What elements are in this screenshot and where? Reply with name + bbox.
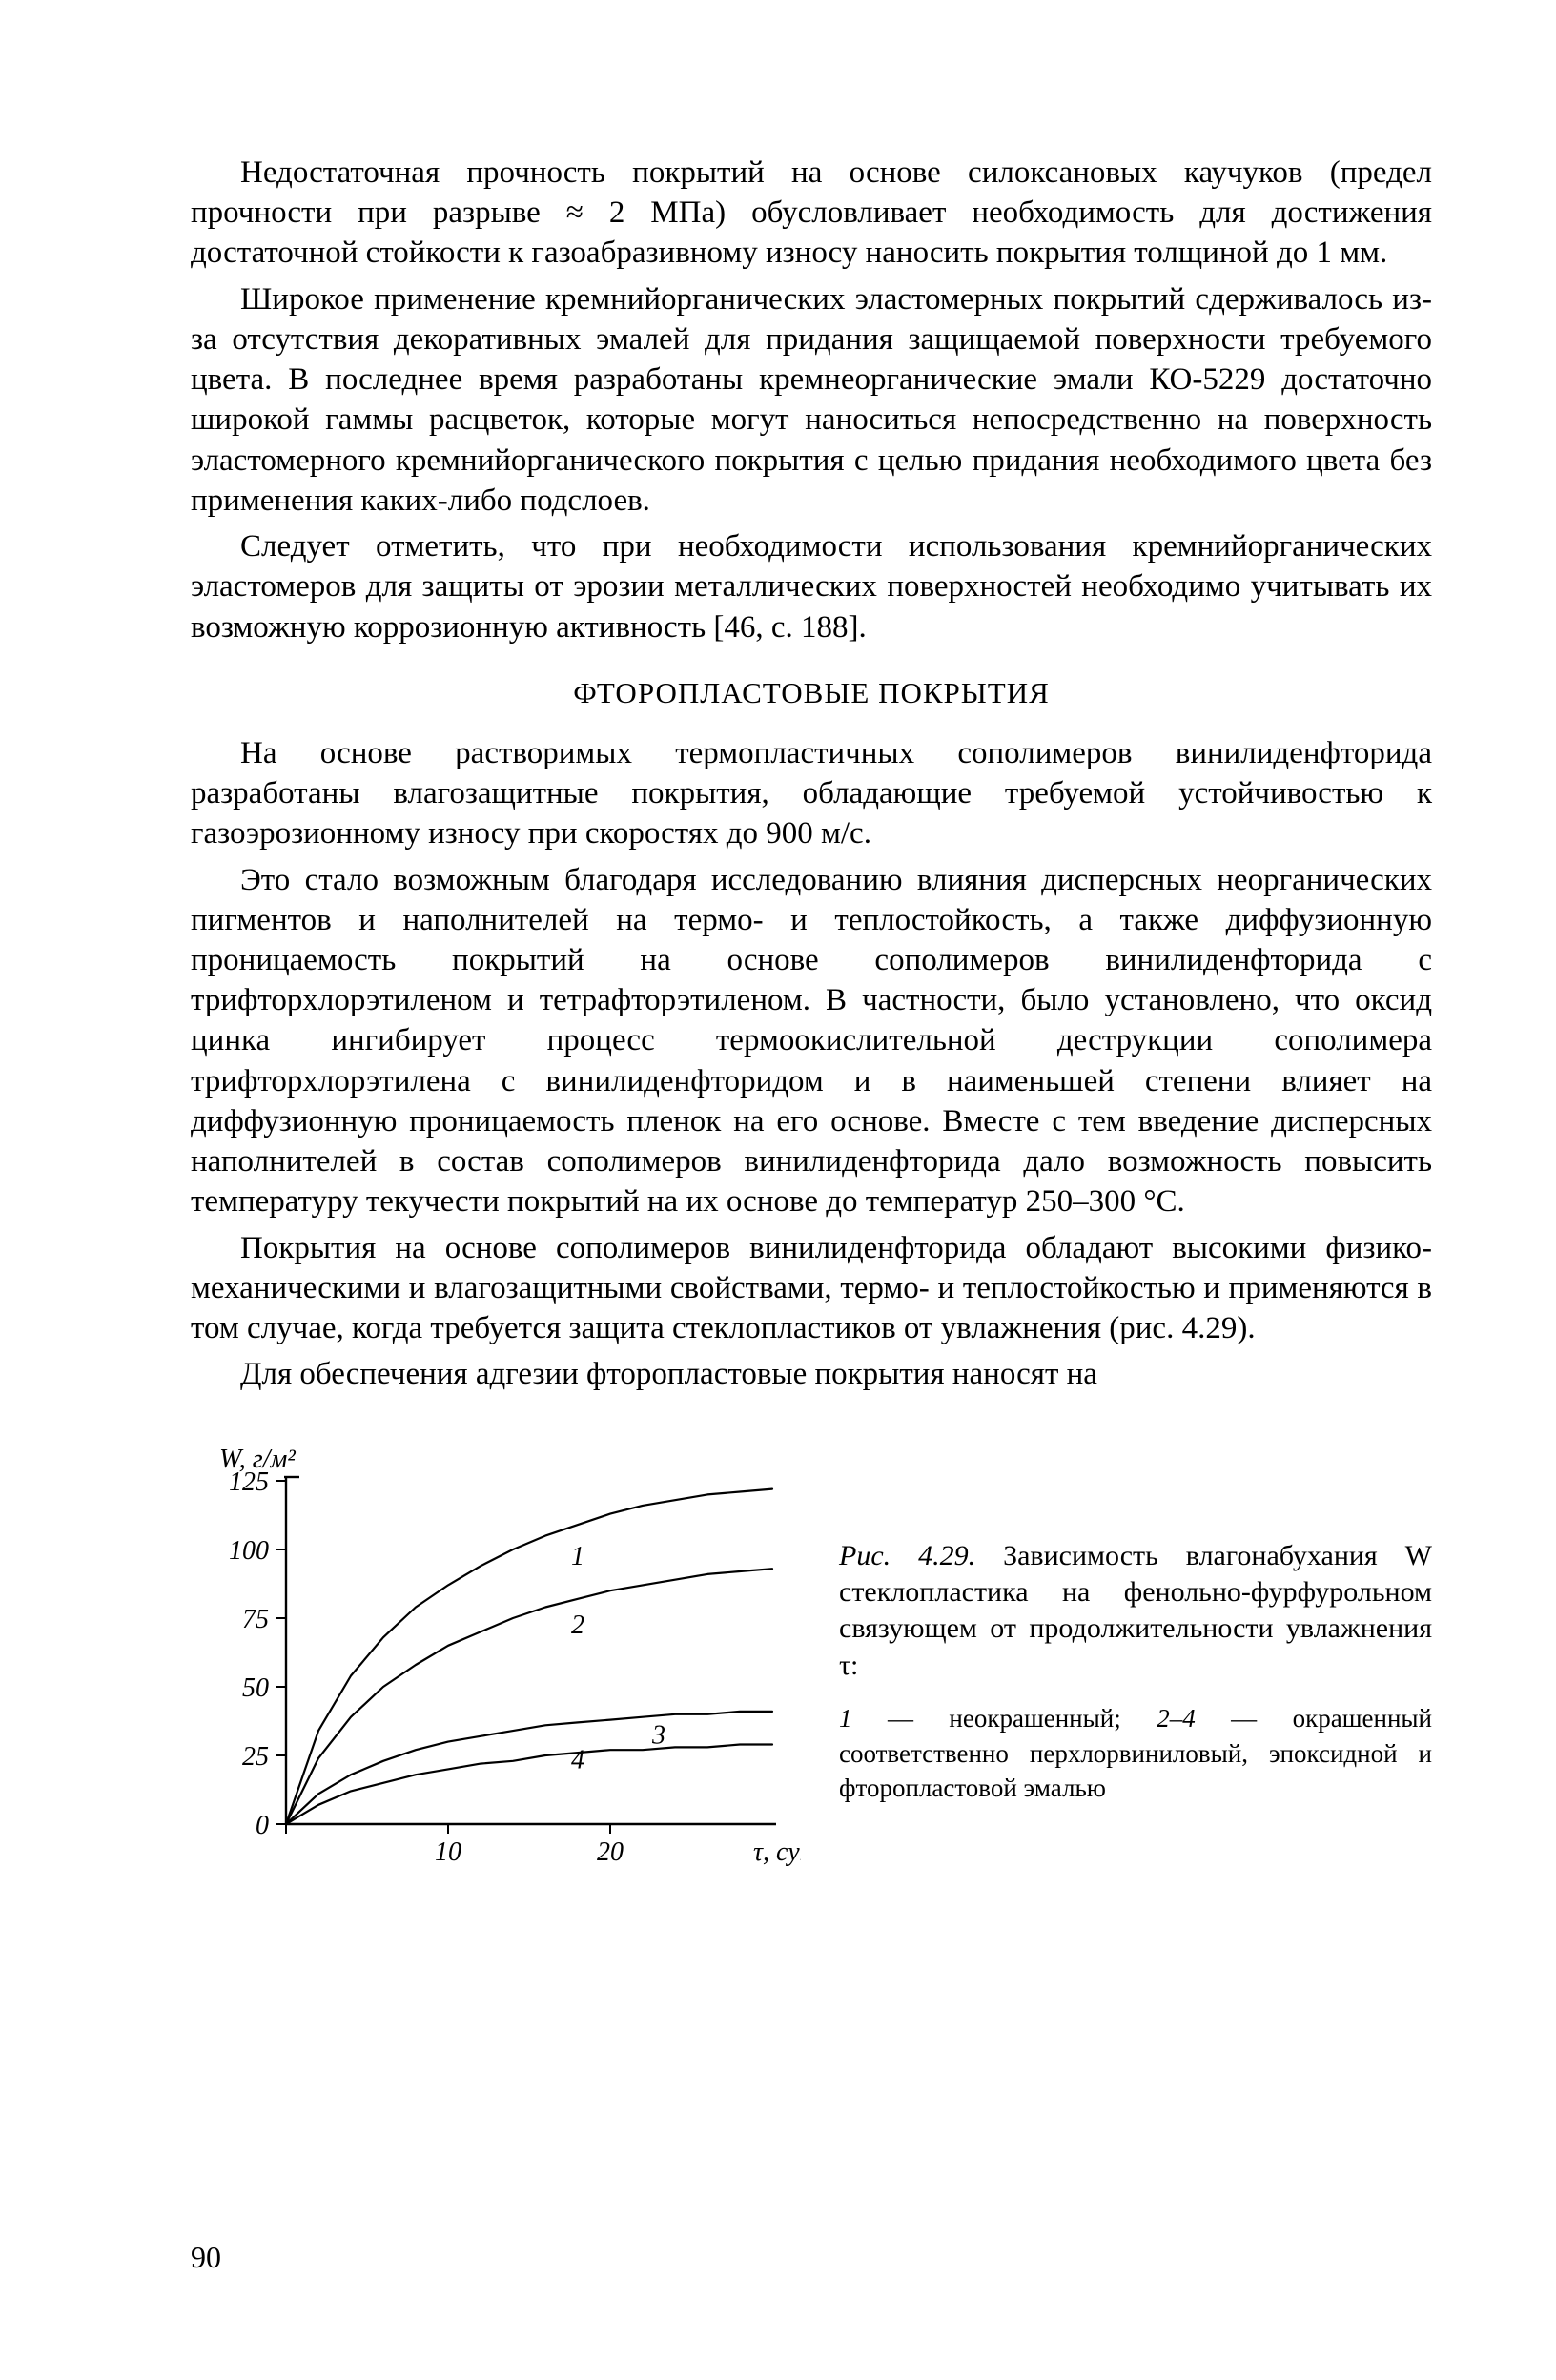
svg-text:2: 2 [571,1611,584,1640]
paragraph-1-text: Недостаточная прочность покрытий на осно… [191,155,1432,270]
paragraph-4-text: На основе растворимых термопластичных со… [191,736,1432,851]
page-number: 90 [191,2240,221,2275]
paragraph-7-text: Для обеспечения адгезии фторопластовые п… [240,1357,1097,1391]
paragraph-6: Покрытия на основе сополимеров винилиден… [191,1228,1432,1349]
svg-text:75: 75 [242,1605,269,1634]
svg-text:1: 1 [571,1542,584,1571]
figure-caption: Рис. 4.29. Зависимость влагонабухания W … [801,1433,1432,1806]
paragraph-4: На основе растворимых термопластичных со… [191,733,1432,854]
svg-text:0: 0 [256,1811,269,1840]
caption-legend: 1 — неокрашенный; 2–4 — окрашенный соотв… [839,1701,1432,1805]
section-heading: ФТОРОПЛАСТОВЫЕ ПОКРЫТИЯ [191,676,1432,710]
paragraph-5-text: Это стало возможным благодаря исследован… [191,863,1432,1220]
caption-title: Рис. 4.29. Зависимость влагонабухания W … [839,1538,1432,1685]
svg-text:25: 25 [242,1742,269,1772]
paragraph-3: Следует отметить, что при необходимости … [191,526,1432,647]
svg-text:20: 20 [597,1837,624,1867]
paragraph-3-text: Следует отметить, что при необходимости … [191,529,1432,644]
svg-text:50: 50 [242,1673,269,1703]
page: Недостаточная прочность покрытий на осно… [0,0,1556,2380]
svg-text:3: 3 [651,1720,665,1750]
paragraph-1: Недостаточная прочность покрытий на осно… [191,153,1432,274]
paragraph-2: Широкое применение кремнийорганических э… [191,279,1432,521]
paragraph-2-text: Широкое применение кремнийорганических э… [191,282,1432,518]
caption-prefix: Рис. 4.29. [839,1540,975,1571]
svg-text:W, г/м²: W, г/м² [219,1445,296,1474]
svg-text:10: 10 [435,1837,461,1867]
paragraph-6-text: Покрытия на основе сополимеров винилиден… [191,1231,1432,1345]
svg-text:100: 100 [229,1536,269,1566]
svg-text:4: 4 [571,1745,584,1775]
line-chart: 02550751001251020W, г/м²τ, сут1234 [191,1433,801,1891]
svg-text:τ, сут: τ, сут [753,1837,801,1867]
chart-container: 02550751001251020W, г/м²τ, сут1234 [191,1433,801,1896]
figure-4-29: 02550751001251020W, г/м²τ, сут1234 Рис. … [191,1433,1432,1896]
paragraph-7: Для обеспечения адгезии фторопластовые п… [191,1354,1432,1394]
paragraph-5: Это стало возможным благодаря исследован… [191,860,1432,1222]
